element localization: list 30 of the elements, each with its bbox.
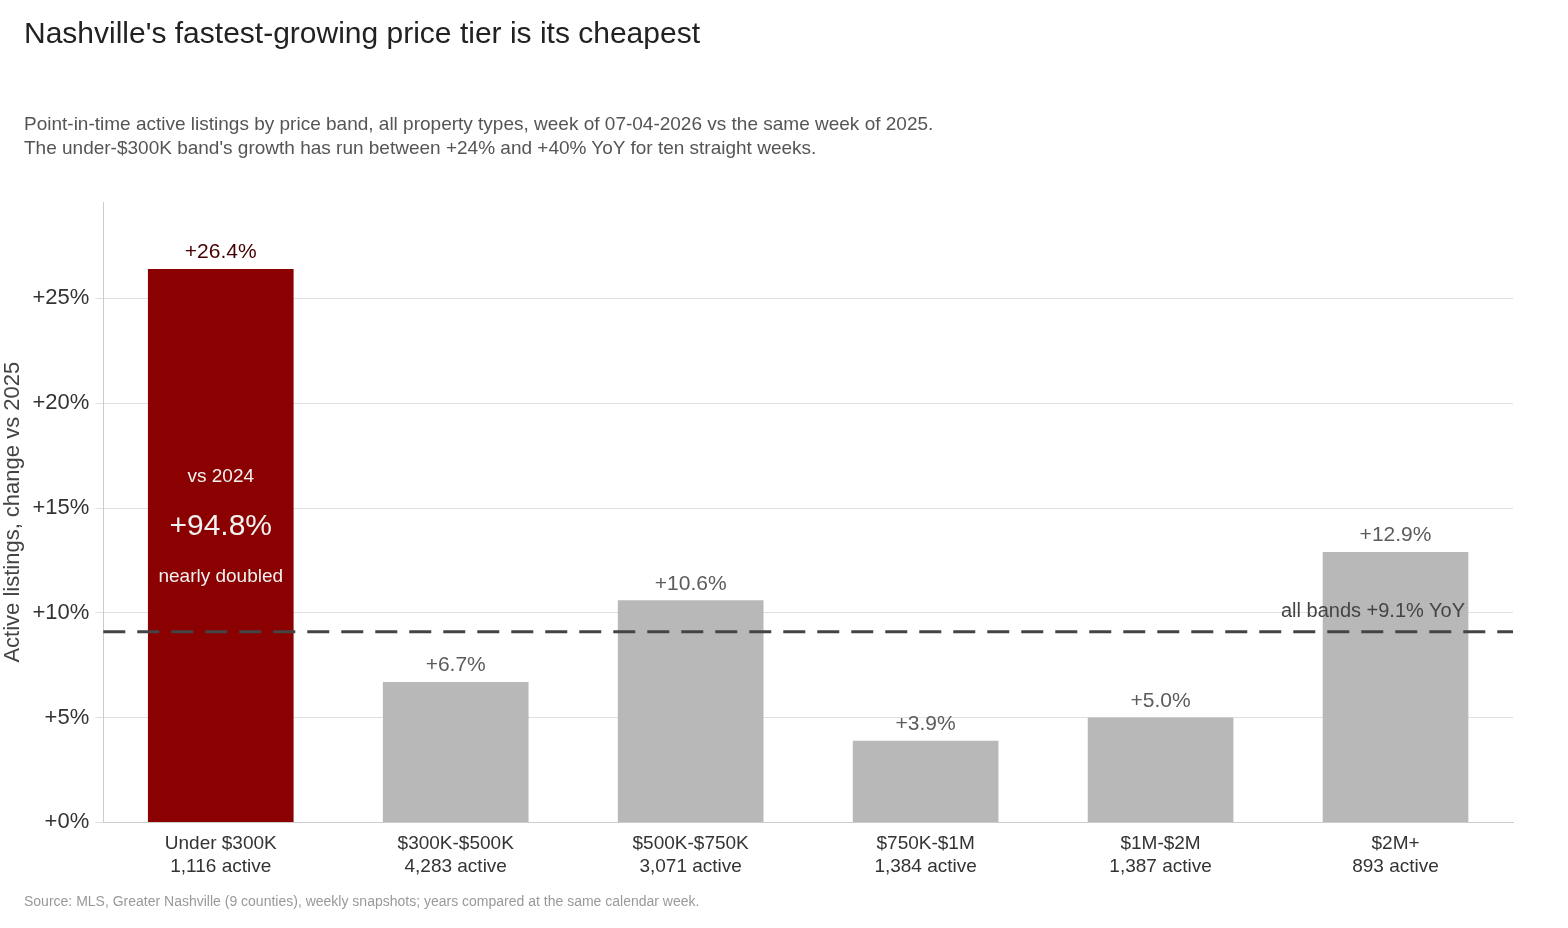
y-axis-title: Active listings, change vs 2025 [0, 361, 25, 663]
bar [382, 681, 529, 822]
x-tick-label: Under $300K 1,116 active [164, 832, 278, 876]
x-tick-label: $2M+ 893 active [1352, 832, 1439, 876]
annotation: nearly doubled [158, 565, 284, 587]
x-tick-label: $500K-$750K 3,071 active [632, 832, 750, 876]
data-label: +3.9% [895, 710, 956, 734]
y-tick-label: +25% [32, 284, 90, 310]
data-label: +5.0% [1130, 687, 1191, 711]
y-tick-label: +5% [44, 703, 90, 729]
bar [617, 600, 764, 822]
data-label: +26.4% [184, 239, 257, 263]
y-tick-label: +10% [32, 598, 90, 624]
chart-subtitle: Point-in-time active listings by price band, all property types, week of 07-04-2026 vs the same week of 2025. The under-$300K band's growth has run between +24% and +40% YoY for ten straight weeks. [24, 112, 934, 160]
y-tick-label: +0% [44, 808, 90, 834]
bar [852, 740, 999, 822]
source-note: Source: MLS, Greater Nashville (9 counties), weekly snapshots; years compared at the same calendar week. [24, 893, 700, 909]
x-tick-label: $750K-$1M 1,384 active [874, 832, 977, 876]
y-tick-label: +15% [32, 494, 90, 520]
bar [1087, 717, 1234, 822]
bar [147, 269, 294, 822]
y-tick-label: +20% [32, 389, 90, 415]
x-tick-label: $300K-$500K 4,283 active [397, 832, 515, 876]
x-tick-label: $1M-$2M 1,387 active [1109, 832, 1212, 876]
data-label: +10.6% [654, 570, 727, 594]
annotation: +94.8% [169, 508, 273, 542]
annotation: vs 2024 [187, 465, 255, 487]
data-label: +6.7% [425, 652, 486, 676]
data-label: +12.9% [1359, 522, 1432, 546]
chart-title: Nashville's fastest-growing price tier is its cheapest [24, 16, 700, 50]
